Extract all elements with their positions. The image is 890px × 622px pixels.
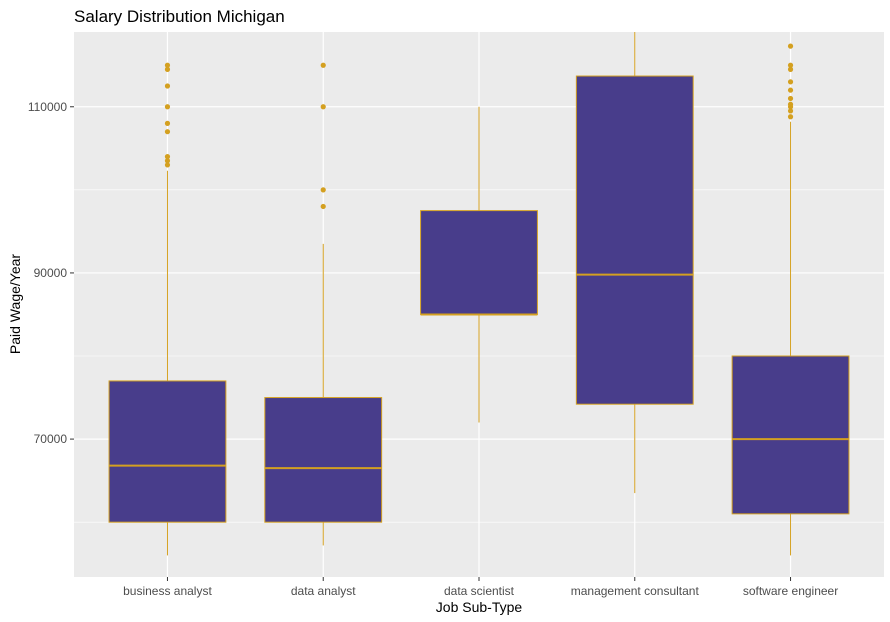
y-tick-label: 70000: [34, 432, 68, 446]
x-axis-ticks: business analyst data analyst data scienti…: [123, 577, 838, 598]
outlier-point: [164, 104, 171, 110]
iqr-box: [264, 397, 383, 523]
outlier-point: [787, 108, 794, 114]
x-tick-label: data analyst: [291, 584, 356, 598]
x-tick-label: management consultant: [571, 584, 700, 598]
x-tick-label: software engineer: [743, 584, 838, 598]
x-tick-label: data scientist: [444, 584, 515, 598]
chart-title: Salary Distribution Michigan: [74, 7, 285, 26]
box-data-scientist: [420, 106, 538, 423]
outlier-point: [787, 95, 794, 102]
outlier-point: [164, 66, 171, 72]
y-axis-title: Paid Wage/Year: [7, 254, 23, 354]
outlier-point: [164, 83, 171, 89]
outlier-point: [787, 114, 794, 120]
outlier-point: [164, 158, 171, 164]
outlier-point: [164, 62, 171, 68]
outlier-point: [164, 154, 171, 160]
y-tick-label: 110000: [28, 100, 67, 114]
outlier-point: [787, 62, 794, 68]
outlier-point: [787, 79, 794, 85]
y-tick-label: 90000: [34, 266, 68, 280]
box-series: [108, 32, 850, 556]
x-axis-title: Job Sub-Type: [436, 599, 523, 615]
box-management-consultant: [575, 32, 694, 494]
iqr-box: [731, 355, 850, 515]
outlier-point: [320, 62, 326, 68]
y-axis-ticks: 70000 90000 110000: [28, 100, 74, 446]
outlier-point: [164, 162, 171, 168]
outlier-point: [787, 66, 794, 72]
outlier-point: [320, 104, 326, 110]
outlier-point: [320, 203, 326, 210]
outlier-point: [787, 87, 794, 93]
outlier-point: [164, 120, 171, 126]
outlier-point: [787, 43, 794, 49]
x-tick-label: business analyst: [123, 584, 212, 598]
iqr-box: [108, 380, 227, 523]
outlier-point: [320, 187, 326, 193]
iqr-box: [575, 75, 694, 405]
outlier-point: [787, 101, 794, 107]
box-business-analyst: [108, 62, 227, 556]
outlier-point: [164, 129, 171, 135]
box-data-analyst: [264, 62, 383, 546]
iqr-box: [420, 210, 538, 315]
box-software-engineer: [731, 43, 850, 556]
